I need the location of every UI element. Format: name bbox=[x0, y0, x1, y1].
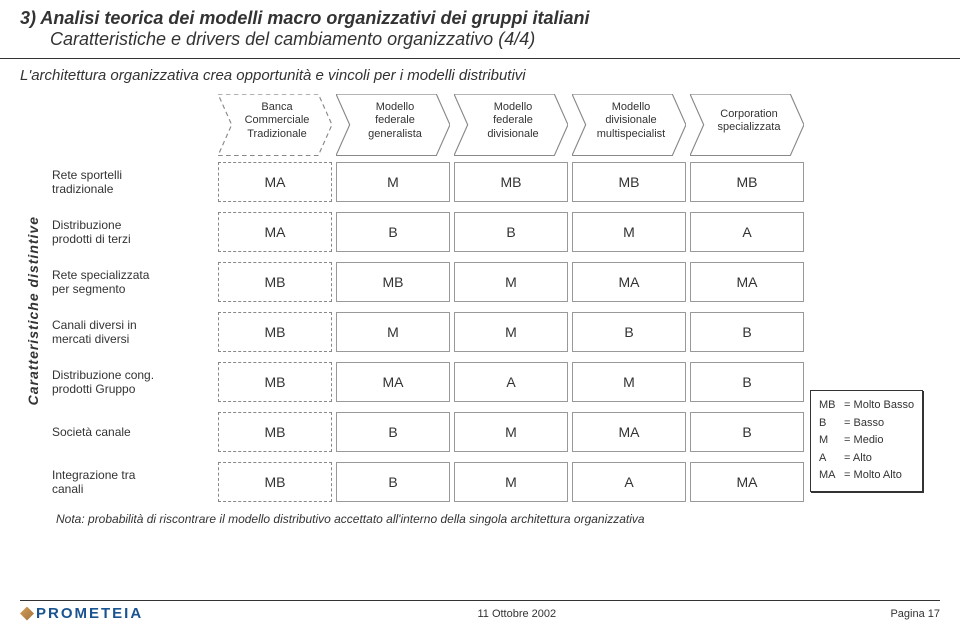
cell: B bbox=[690, 312, 804, 352]
legend-item: MA = Molto Alto bbox=[819, 467, 914, 485]
cell: M bbox=[454, 312, 568, 352]
footnote: Nota: probabilità di riscontrare il mode… bbox=[52, 502, 940, 528]
cell: MA bbox=[218, 212, 332, 252]
horizontal-rule bbox=[0, 58, 960, 59]
subtitle: L'architettura organizzativa crea opport… bbox=[0, 67, 960, 94]
title-line-2: Caratteristiche e drivers del cambiament… bbox=[20, 29, 940, 50]
cell: MA bbox=[572, 412, 686, 452]
column-header: Modello divisionale multispecialist bbox=[572, 94, 686, 148]
column-header: Modello federale divisionale bbox=[454, 94, 568, 148]
cell: M bbox=[454, 262, 568, 302]
row-label: Rete sportelli tradizionale bbox=[52, 162, 212, 202]
table-row: MBMBMMAMA bbox=[218, 262, 804, 302]
cell: MB bbox=[218, 312, 332, 352]
cell: M bbox=[572, 362, 686, 402]
table-row: MABBMA bbox=[218, 212, 804, 252]
header-spacer bbox=[52, 94, 212, 162]
cell: MA bbox=[572, 262, 686, 302]
column-header-label: Modello federale divisionale bbox=[487, 101, 538, 141]
row-label: Integrazione tra canali bbox=[52, 462, 212, 502]
column-header-label: Modello federale generalista bbox=[368, 101, 422, 141]
row-label: Rete specializzata per segmento bbox=[52, 262, 212, 302]
row-label: Società canale bbox=[52, 412, 212, 452]
row-label: Distribuzione prodotti di terzi bbox=[52, 212, 212, 252]
table-row: MBMMBB bbox=[218, 312, 804, 352]
cell: M bbox=[336, 162, 450, 202]
cell: B bbox=[336, 462, 450, 502]
cell: M bbox=[454, 462, 568, 502]
table-row: MAMMBMBMB bbox=[218, 162, 804, 202]
legend-item: MB = Molto Basso bbox=[819, 397, 914, 415]
column-header-label: Banca Commerciale Tradizionale bbox=[245, 101, 310, 141]
title-block: 3) Analisi teorica dei modelli macro org… bbox=[0, 0, 960, 56]
column-header: Banca Commerciale Tradizionale bbox=[218, 94, 332, 148]
row-label: Distribuzione cong. prodotti Gruppo bbox=[52, 362, 212, 402]
table-row: MBBMAMA bbox=[218, 462, 804, 502]
column-header-label: Modello divisionale multispecialist bbox=[597, 101, 665, 141]
cell: A bbox=[572, 462, 686, 502]
column-headers: Banca Commerciale Tradizionale Modello fe… bbox=[218, 94, 804, 148]
cell: B bbox=[336, 412, 450, 452]
cell: MB bbox=[454, 162, 568, 202]
cell: A bbox=[690, 212, 804, 252]
table-body: MAMMBMBMBMABBMAMBMBMMAMAMBMMBBMBMAAMBMBB… bbox=[218, 162, 804, 502]
cell: MB bbox=[690, 162, 804, 202]
legend-wrap: MB = Molto BassoB = BassoM = MedioA = Al… bbox=[810, 162, 940, 502]
cell: B bbox=[690, 362, 804, 402]
legend-item: B = Basso bbox=[819, 415, 914, 433]
cell: B bbox=[690, 412, 804, 452]
cell: MB bbox=[336, 262, 450, 302]
cell: M bbox=[572, 212, 686, 252]
cell: MB bbox=[218, 412, 332, 452]
cell: M bbox=[454, 412, 568, 452]
column-header-label: Corporation specializzata bbox=[718, 108, 781, 134]
title-line-1: 3) Analisi teorica dei modelli macro org… bbox=[20, 8, 940, 29]
cell: B bbox=[572, 312, 686, 352]
logo-text: PROMETEIA bbox=[36, 605, 143, 622]
row-label: Canali diversi in mercati diversi bbox=[52, 312, 212, 352]
cell: MA bbox=[336, 362, 450, 402]
y-axis-label: Caratteristiche distintive bbox=[20, 94, 46, 528]
cell: MA bbox=[218, 162, 332, 202]
legend-box: MB = Molto BassoB = BassoM = MedioA = Al… bbox=[810, 390, 923, 492]
cell: B bbox=[336, 212, 450, 252]
footer-page: Pagina 17 bbox=[890, 608, 940, 620]
table-row: MBBMMAB bbox=[218, 412, 804, 452]
table-row: MBMAAMB bbox=[218, 362, 804, 402]
logo-mark-icon bbox=[20, 607, 34, 621]
cell: B bbox=[454, 212, 568, 252]
brand-logo: PROMETEIA bbox=[20, 605, 143, 622]
page-footer: PROMETEIA 11 Ottobre 2002 Pagina 17 bbox=[20, 600, 940, 622]
cell: MB bbox=[572, 162, 686, 202]
cell: MB bbox=[218, 362, 332, 402]
cell: MA bbox=[690, 262, 804, 302]
column-header: Corporation specializzata bbox=[690, 94, 804, 148]
cell: MB bbox=[218, 262, 332, 302]
legend-item: A = Alto bbox=[819, 450, 914, 468]
cell: MB bbox=[218, 462, 332, 502]
column-header: Modello federale generalista bbox=[336, 94, 450, 148]
cell: A bbox=[454, 362, 568, 402]
footer-date: 11 Ottobre 2002 bbox=[477, 608, 556, 620]
row-labels: Rete sportelli tradizionale Distribuzione… bbox=[52, 162, 212, 502]
content-grid: Caratteristiche distintive Banca Commerc… bbox=[0, 94, 960, 528]
cell: M bbox=[336, 312, 450, 352]
cell: MA bbox=[690, 462, 804, 502]
y-axis-label-text: Caratteristiche distintive bbox=[25, 216, 41, 405]
legend-item: M = Medio bbox=[819, 432, 914, 450]
